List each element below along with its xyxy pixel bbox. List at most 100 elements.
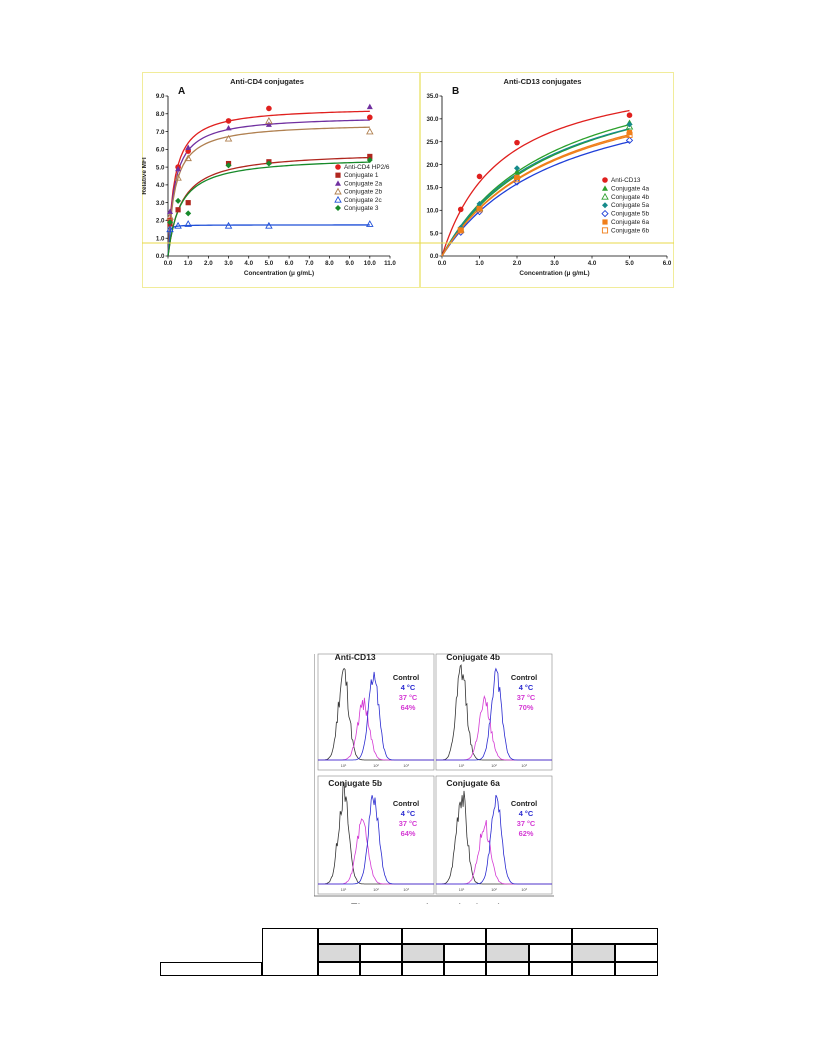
tick-label: 10³ (403, 888, 409, 892)
data-point (265, 116, 273, 124)
panel-letter: A (178, 86, 185, 97)
y-tick-label: 15.0 (426, 185, 439, 192)
data-point (476, 205, 483, 212)
tick-label: 10² (373, 888, 379, 892)
legend-percent: 64% (401, 829, 416, 838)
fit-curve (441, 141, 630, 257)
table-cell-shaded (402, 944, 444, 962)
tick-label: 10¹ (341, 764, 347, 768)
legend-marker (602, 177, 608, 183)
legend-label: Conjugate 1 (344, 172, 379, 179)
panel-frame (435, 653, 553, 771)
legend-warm: 37 °C (517, 819, 536, 828)
data-point (367, 153, 373, 160)
y-tick-label: 10.0 (426, 207, 439, 214)
panel-title: Conjugate 4b (446, 652, 500, 662)
x-tick-label: 6.0 (285, 260, 294, 267)
fit-curve (441, 128, 630, 257)
x-tick-label: 11.0 (384, 260, 396, 267)
data-point (626, 131, 633, 138)
x-tick-label: 1.0 (475, 260, 484, 267)
y-tick-label: 4.0 (156, 182, 165, 189)
data-point (167, 219, 174, 226)
table-cell (486, 962, 529, 976)
x-tick-label: 1.0 (184, 260, 193, 267)
y-tick-label: 20.0 (426, 162, 439, 169)
x-tick-label: 7.0 (305, 260, 314, 267)
legend-marker (335, 205, 341, 211)
data-point (366, 127, 374, 135)
cold-histogram (318, 795, 434, 885)
data-point (185, 200, 191, 206)
y-axis-label: Relative MFI (420, 157, 422, 195)
x-tick-label: 5.0 (265, 260, 274, 267)
empty-table (160, 928, 658, 978)
x-axis-label: Concentration (μ g/mL) (244, 270, 314, 277)
table-cell (360, 944, 402, 962)
legend-marker (335, 164, 341, 170)
legend-marker (602, 219, 608, 225)
tick-label: 10³ (521, 764, 527, 768)
tick-label: 10¹ (341, 888, 347, 892)
x-tick-label: 3.0 (224, 260, 233, 267)
fit-curve (167, 110, 370, 257)
legend-label: Conjugate 4b (611, 194, 649, 201)
data-point (184, 220, 192, 227)
data-point (366, 103, 373, 110)
legend-percent: 64% (401, 703, 416, 712)
data-point (225, 162, 232, 169)
legend-label: Conjugate 6a (611, 219, 649, 226)
data-point (476, 206, 483, 213)
data-point (626, 112, 633, 118)
legend-cold: 4 °C (401, 809, 416, 818)
y-tick-label: 25.0 (426, 139, 439, 146)
y-tick-label: 0.0 (430, 253, 439, 260)
table-cell (160, 962, 262, 976)
fit-curve (167, 126, 370, 257)
tick-label: 10² (491, 764, 497, 768)
legend-marker (602, 202, 608, 209)
data-point (626, 121, 633, 128)
data-point (167, 208, 174, 214)
table-cell (318, 928, 402, 944)
legend-label: Conjugate 5b (611, 211, 649, 218)
data-point (514, 165, 520, 172)
tick-label: 10¹ (459, 888, 465, 892)
chart-group: Anti-CD13 conjugates B 0.0 1.0 2.0 3.0 4.0 5.0 6… (420, 77, 672, 277)
legend-marker (335, 172, 341, 178)
data-point (174, 221, 182, 229)
table-cell (444, 962, 486, 976)
y-tick-label: 30.0 (426, 116, 439, 123)
legend-marker (601, 227, 609, 234)
table-cell (529, 944, 572, 962)
panel-frame (435, 775, 553, 895)
data-point (175, 207, 181, 213)
data-point (513, 178, 521, 186)
legend-control: Control (393, 799, 419, 808)
data-point (476, 200, 483, 207)
data-point (184, 154, 192, 162)
data-point (224, 221, 233, 229)
y-tick-label: 7.0 (156, 129, 165, 136)
data-point (266, 105, 272, 112)
table-cell-shaded (486, 944, 529, 962)
panel-title: Conjugate 6a (446, 778, 500, 788)
data-point (367, 114, 373, 121)
data-point (513, 176, 521, 183)
table-cell (402, 962, 444, 976)
data-point (457, 206, 464, 213)
data-point (476, 173, 483, 180)
table-cell (615, 944, 658, 962)
table-cell (572, 962, 615, 976)
panel-letter: B (452, 86, 459, 97)
legend-warm: 37 °C (399, 819, 418, 828)
x-tick-label: 2.0 (204, 260, 213, 267)
y-axis-label: Relative MFI (142, 157, 148, 195)
legend-marker (334, 187, 342, 195)
cold-histogram (436, 794, 552, 885)
y-tick-label: 9.0 (156, 93, 165, 100)
data-point (457, 227, 464, 234)
table-cell (318, 962, 360, 976)
data-point (514, 174, 520, 180)
